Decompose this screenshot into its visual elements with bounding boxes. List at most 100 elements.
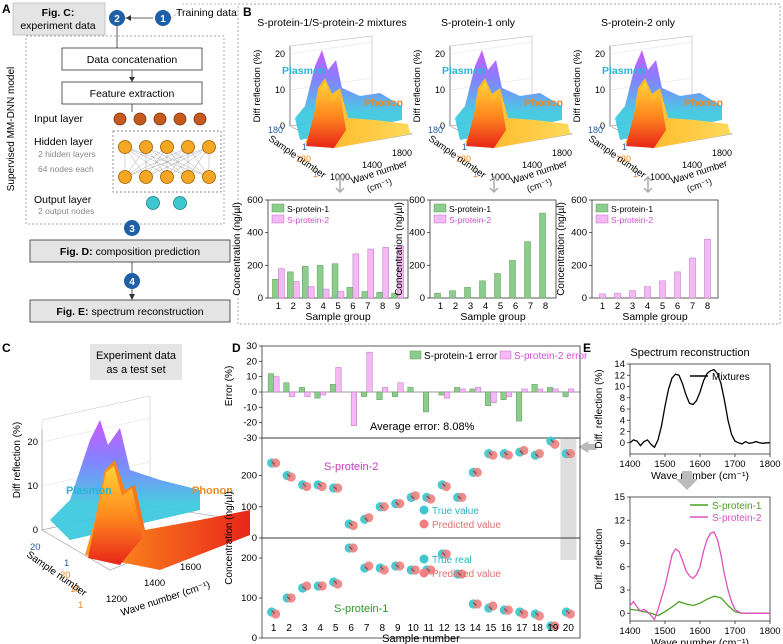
point-marker: [503, 451, 508, 456]
bar-s-protein-2: [689, 257, 696, 299]
x-tick-label: 6: [350, 301, 355, 312]
x-tick-label: 1800: [759, 459, 780, 470]
x-tick-label: 1600: [689, 626, 710, 637]
step-2-badge: [109, 10, 125, 26]
surface-peak: [306, 82, 346, 148]
x-tick-label: 2: [615, 301, 620, 312]
hidden-node: [202, 170, 216, 184]
panel-letter-e: E: [583, 341, 591, 355]
surface-z-label: Diff reflection (%): [252, 50, 263, 123]
predicted-value-point: [379, 502, 389, 512]
bar-s-protein-2: [599, 293, 606, 299]
surface-z-tick: 10: [275, 85, 285, 95]
x-tick-label: 3: [468, 301, 473, 312]
predicted-value-point: [441, 481, 451, 492]
legend-swatch-s2: [433, 214, 447, 224]
sample-tick-blue-top: 180: [588, 125, 603, 135]
feature-extraction-label: Feature extraction: [90, 88, 175, 100]
x-tick-label: 1500: [654, 459, 675, 470]
hidden-node: [160, 140, 174, 154]
point-marker: [395, 501, 400, 506]
point-marker: [379, 504, 384, 509]
error-bar-s1: [360, 391, 367, 397]
error-bar-s1: [547, 387, 554, 393]
y-tick-label: 3: [620, 585, 625, 596]
point-marker: [534, 612, 539, 616]
x-tick-label: 7: [364, 623, 370, 634]
y-tick-label: 0: [252, 387, 257, 398]
x-tick-label: 5: [333, 623, 339, 634]
x-axis-label: Wave number (cm⁻¹): [651, 470, 749, 482]
y-tick-label: 100: [241, 502, 257, 513]
y-tick-label: 0: [620, 608, 625, 619]
point-marker: [550, 624, 555, 628]
wave-tick: 1400: [362, 160, 382, 170]
y-axis-label: Diff. reflection: [594, 529, 605, 590]
error-bar-s2: [552, 388, 559, 393]
surface-title: S-protein-2 only: [601, 17, 676, 29]
fig-e-bold: Fig. E:: [56, 306, 88, 318]
sample-tick-blue-bottom: 1: [622, 142, 627, 152]
x-tick-label: 8: [543, 301, 548, 312]
error-bar-s2: [304, 391, 311, 397]
legend-label-s2: S-protein-2: [611, 215, 653, 225]
predicted-value-point: [364, 561, 374, 571]
error-bar-s2: [568, 388, 575, 393]
output-node-1: [146, 196, 160, 210]
legend-pred-swatch: [419, 519, 429, 529]
error-chart: -30 -20 -10 0 10 20 30 Error (%) S-protein-1 err…: [224, 341, 588, 444]
series-line-1: [629, 368, 770, 449]
panel-letter-a: A: [2, 2, 11, 16]
error-bar-s2: [490, 391, 497, 403]
y-tick-label: 14: [614, 359, 625, 370]
sample-tick-blue-bottom: 1: [302, 142, 307, 152]
y-tick-label: 10: [246, 372, 257, 383]
training-data-label: Training data: [176, 7, 237, 19]
x-tick-label: 1800: [759, 626, 780, 637]
line-chart-e_bottom: 0 3 6 9 12 15 1400 1500 1600 1700 1800 Wave number …: [594, 492, 781, 644]
surface-peak: [466, 82, 506, 148]
hidden-layer-frame: [112, 130, 222, 193]
error-bar-s1: [454, 387, 461, 393]
y-axis-label: Error (%): [224, 366, 235, 407]
legend-label-s1: S-protein-1: [449, 204, 491, 214]
hidden-node: [118, 170, 132, 184]
error-bar-s2: [521, 388, 528, 393]
error-bar-s2: [273, 376, 280, 393]
predicted-value-point: [488, 450, 498, 460]
bar-s-protein-2: [614, 292, 621, 299]
point-marker: [519, 610, 524, 614]
predicted-value-point: [395, 499, 405, 509]
legend-label-s2: S-protein-2 error: [514, 351, 588, 362]
y-tick-label: -20: [243, 418, 257, 429]
input-node: [113, 112, 127, 126]
bar-chart-1: 0 200 400 600 Concentration (ng/µl) 1 2 3 4 5 6 7 8 9…: [232, 195, 409, 323]
phonon-label: Phonon: [192, 485, 233, 497]
bar-chart-2: 0 200 400 600 Concentration (ng/µl) 1 2 3 4 5 6 7 8 S…: [394, 195, 557, 323]
x-tick-label: 2: [286, 623, 292, 634]
sample-tick-blue-bottom: 1: [64, 558, 69, 569]
bar-s-protein-1: [539, 212, 546, 299]
point-marker: [317, 584, 322, 588]
bar-s-protein-2: [704, 238, 711, 299]
sample-20-highlight: [560, 438, 577, 560]
fig-c-label: Fig. C:: [42, 7, 75, 19]
fig-e-rest: spectrum reconstruction: [92, 306, 204, 318]
x-tick-label: 5: [498, 301, 503, 312]
hidden-edge: [166, 146, 210, 178]
x-tick-label: 15: [485, 623, 497, 634]
bar-s-protein-1: [361, 291, 369, 299]
output-layer-label: Output layer: [34, 194, 92, 206]
x-tick-label: 1600: [689, 459, 710, 470]
wave-tick: 1000: [650, 172, 670, 182]
y-tick-label: 10: [614, 382, 625, 393]
x-tick-label: 6: [513, 301, 518, 312]
x-tick-label: 10: [408, 623, 420, 634]
step-2-number: 2: [114, 14, 120, 25]
y-tick-label: 200: [571, 260, 587, 271]
panel-e-down-arrow: [676, 471, 698, 490]
y-tick-label: 600: [247, 195, 263, 206]
legend-label: Mixtures: [712, 372, 750, 383]
bar-s-protein-2: [382, 247, 389, 299]
